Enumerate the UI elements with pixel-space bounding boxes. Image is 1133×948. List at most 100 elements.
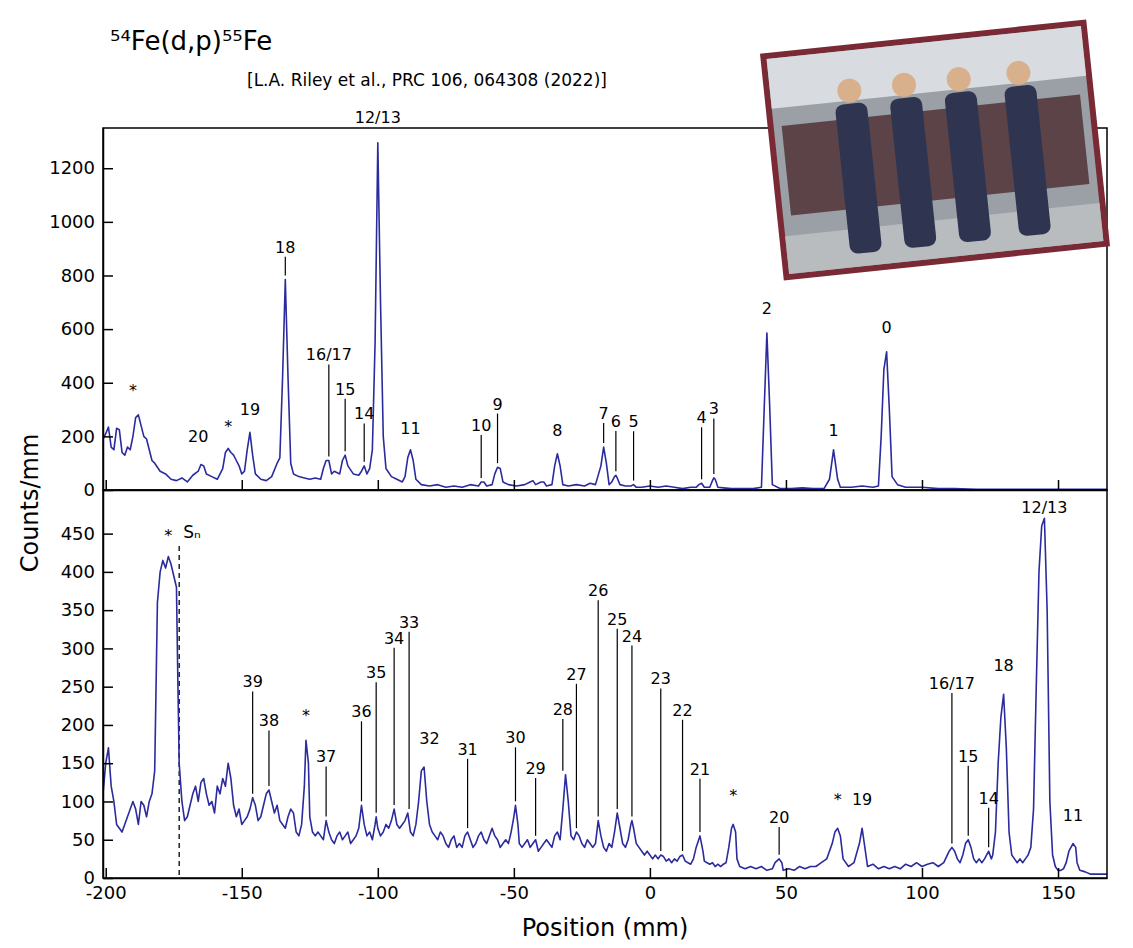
leader-line bbox=[394, 648, 395, 805]
photo-person bbox=[1004, 84, 1052, 237]
y-tick-label: 400 bbox=[61, 561, 95, 582]
x-axis-line bbox=[104, 878, 1108, 880]
peak-label: 22 bbox=[672, 701, 692, 720]
peak-label: 37 bbox=[316, 747, 336, 766]
x-tick-label: -150 bbox=[222, 882, 263, 903]
peak-label: 29 bbox=[525, 759, 545, 778]
peak-label: 1 bbox=[828, 421, 838, 440]
peak-label: 11 bbox=[400, 419, 420, 438]
y-tick-mark bbox=[103, 686, 113, 688]
peak-label: 12/13 bbox=[1021, 498, 1067, 517]
leader-line bbox=[535, 778, 536, 836]
photo-head bbox=[836, 77, 862, 103]
peak-label: 2 bbox=[762, 299, 772, 318]
photo-person bbox=[944, 90, 992, 243]
x-tick-label: -100 bbox=[358, 882, 399, 903]
y-tick: 350 bbox=[61, 599, 113, 620]
plot-frame bbox=[103, 490, 1107, 878]
x-tick: 50 bbox=[775, 868, 798, 903]
leader-line bbox=[497, 414, 498, 464]
y-tick: 800 bbox=[61, 265, 113, 286]
peak-label: 32 bbox=[419, 729, 439, 748]
y-tick-mark bbox=[103, 610, 113, 612]
peak-label: 24 bbox=[622, 627, 642, 646]
peak-label: 35 bbox=[366, 663, 386, 682]
y-tick-mark bbox=[103, 763, 113, 765]
photo-head bbox=[891, 72, 917, 98]
photo-background bbox=[767, 26, 1104, 274]
leader-line bbox=[268, 730, 269, 786]
peak-label: 0 bbox=[882, 318, 892, 337]
peak-label: 3 bbox=[709, 399, 719, 418]
chart-root: 020040060080010001200*20*191816/17151412… bbox=[0, 0, 1133, 948]
leader-line bbox=[576, 684, 577, 828]
x-tick bbox=[378, 480, 379, 490]
photo-person bbox=[835, 102, 883, 255]
leader-line bbox=[328, 364, 329, 456]
x-axis: -200-150-100-50050100150 bbox=[86, 868, 1108, 903]
photo-frame bbox=[760, 19, 1110, 280]
peak-label: 14 bbox=[354, 404, 374, 423]
y-tick-mark bbox=[103, 648, 113, 650]
x-axis bbox=[104, 480, 1108, 491]
leader-line bbox=[408, 632, 409, 809]
y-axis-line bbox=[103, 491, 105, 879]
x-tick-label: 0 bbox=[645, 882, 656, 903]
peak-label: 21 bbox=[690, 760, 710, 779]
x-tick-mark bbox=[514, 480, 516, 490]
photo-ceiling bbox=[767, 26, 1086, 109]
y-tick: 300 bbox=[61, 638, 113, 659]
x-tick bbox=[514, 480, 515, 490]
leader-line bbox=[617, 629, 618, 809]
plot-area bbox=[103, 518, 1107, 878]
x-tick-mark bbox=[105, 868, 107, 878]
x-tick-label: -200 bbox=[86, 882, 127, 903]
peak-label: 14 bbox=[978, 789, 998, 808]
leader-line bbox=[361, 721, 362, 801]
y-tick-label: 100 bbox=[61, 791, 95, 812]
y-tick: 400 bbox=[61, 372, 113, 393]
peak-label: 20 bbox=[188, 427, 208, 446]
peak-label: 15 bbox=[958, 747, 978, 766]
peak-label: * bbox=[224, 417, 232, 436]
leader-line bbox=[631, 646, 632, 817]
leader-line bbox=[699, 779, 700, 832]
peak-label: * bbox=[302, 706, 310, 725]
leader-line bbox=[285, 257, 286, 276]
x-tick: 150 bbox=[1041, 868, 1075, 903]
leader-line bbox=[515, 747, 516, 801]
leader-line bbox=[951, 693, 952, 843]
x-tick-mark bbox=[650, 480, 652, 490]
peak-label: 11 bbox=[1063, 806, 1083, 825]
threshold-label: Sₙ bbox=[183, 522, 201, 542]
photo-floor bbox=[785, 203, 1103, 274]
y-tick-label: 450 bbox=[61, 523, 95, 544]
y-tick-mark bbox=[103, 275, 113, 277]
leader-line bbox=[603, 423, 604, 443]
x-tick: -150 bbox=[222, 868, 263, 903]
peak-label: 36 bbox=[351, 702, 371, 721]
y-axis: 020040060080010001200 bbox=[49, 129, 113, 501]
x-tick bbox=[106, 480, 107, 490]
peak-label: 10 bbox=[471, 416, 491, 435]
x-tick: 100 bbox=[905, 868, 939, 903]
y-tick-label: 300 bbox=[61, 638, 95, 659]
y-tick-label: 200 bbox=[61, 714, 95, 735]
x-tick bbox=[786, 480, 787, 490]
leader-line bbox=[376, 682, 377, 813]
y-tick: 400 bbox=[61, 561, 113, 582]
leader-line bbox=[682, 720, 683, 851]
peak-label: 33 bbox=[399, 613, 419, 632]
y-tick-label: 1200 bbox=[49, 157, 95, 178]
x-tick bbox=[650, 480, 651, 490]
photo bbox=[760, 19, 1110, 280]
peak-label: 18 bbox=[275, 238, 295, 257]
leader-line bbox=[713, 418, 714, 474]
leader-line bbox=[345, 399, 346, 451]
peak-label: 19 bbox=[852, 790, 872, 809]
x-tick: -100 bbox=[358, 868, 399, 903]
peak-label: 18 bbox=[993, 656, 1013, 675]
y-tick-mark bbox=[103, 168, 113, 170]
y-tick-mark bbox=[103, 725, 113, 727]
leader-line bbox=[615, 431, 616, 471]
